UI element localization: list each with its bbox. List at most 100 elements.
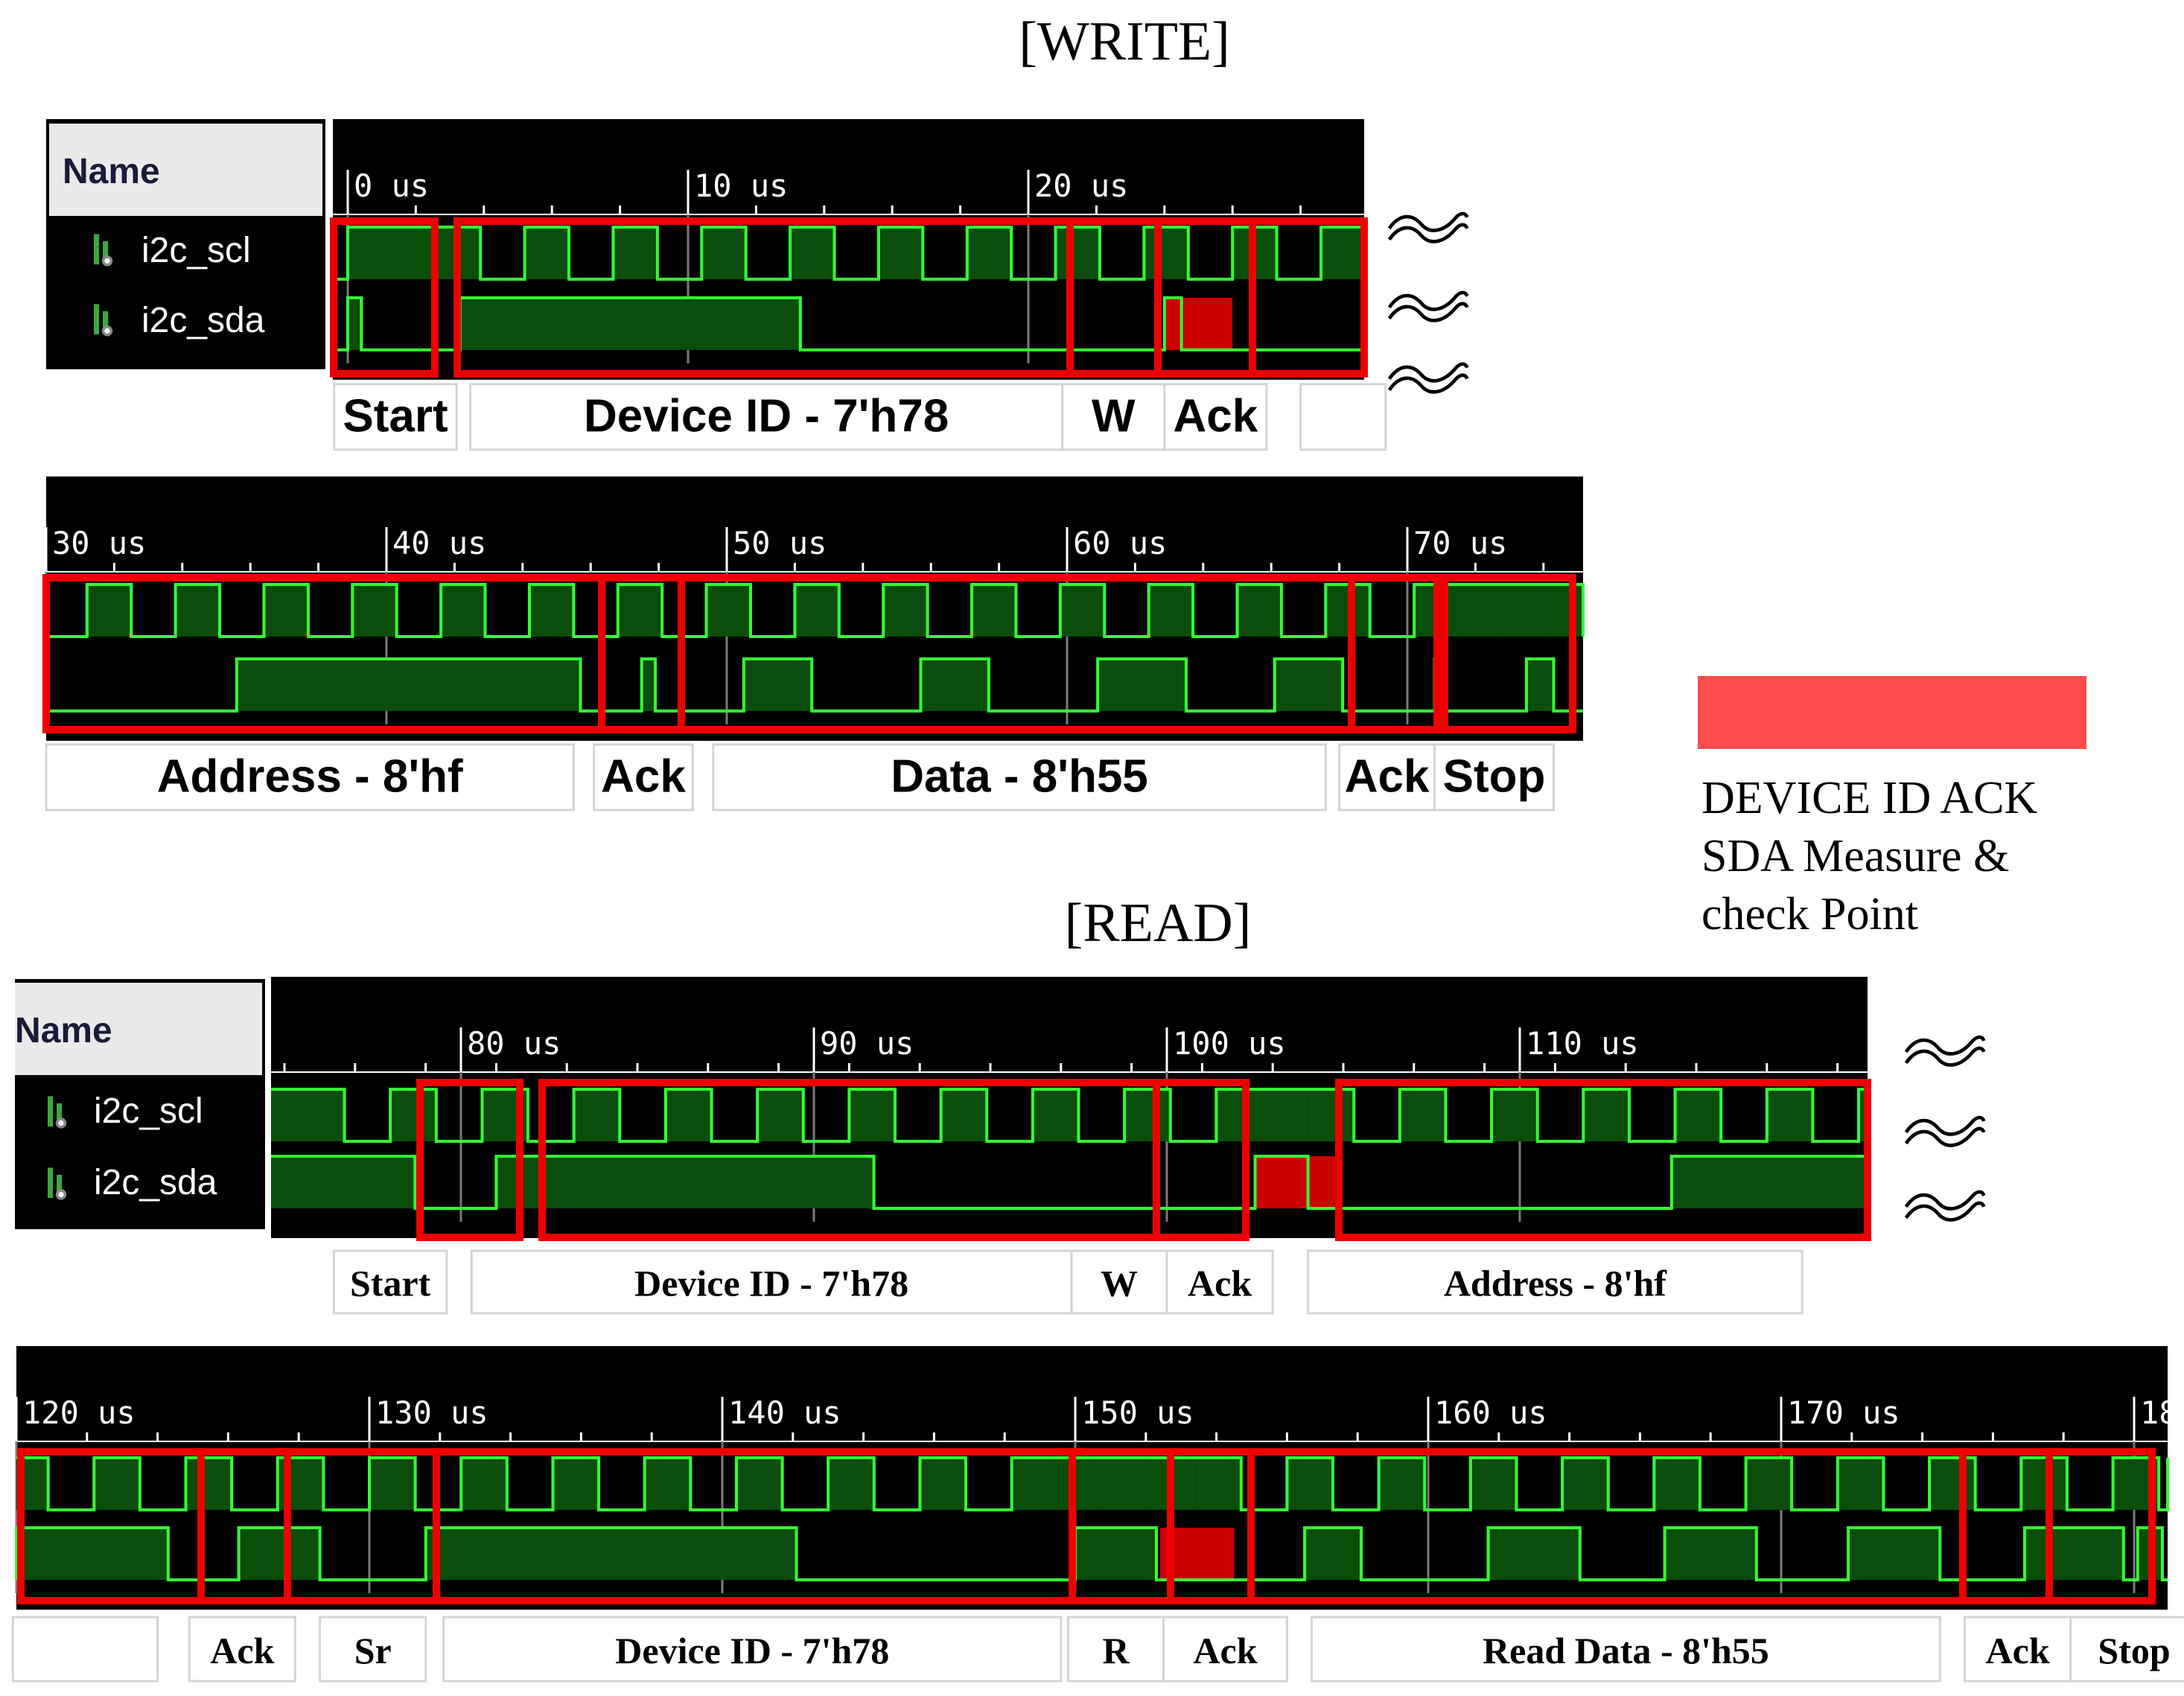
field-label: Ack bbox=[210, 1630, 274, 1671]
segment-frame bbox=[1335, 1079, 1871, 1241]
field-label-frame bbox=[1299, 383, 1387, 451]
field-label: Stop bbox=[2098, 1630, 2170, 1671]
ruler-tick-label: 90 us bbox=[820, 1025, 914, 1062]
signal-name-panel-write: Name i2c_scl i2c_sda bbox=[46, 119, 325, 369]
waveform-panel-2: 30 us 40 us 50 us 60 us 70 us Address - 8'hf A… bbox=[42, 476, 1585, 812]
scl-high-fill bbox=[613, 227, 658, 279]
sda-high-fill bbox=[743, 659, 812, 711]
scl-high-fill bbox=[1103, 1458, 1150, 1510]
sda-high-fill bbox=[459, 298, 800, 350]
ruler-tick-label: 160 us bbox=[1434, 1394, 1547, 1431]
signal-name-sda[interactable]: i2c_sda bbox=[94, 1163, 217, 1202]
field-label-frame bbox=[2069, 1616, 2184, 1683]
field-label-frame bbox=[593, 743, 694, 812]
field-label-box: Ack bbox=[1162, 1616, 1288, 1683]
ruler-tick-label: 170 us bbox=[1787, 1394, 1900, 1431]
sda-high-fill bbox=[920, 659, 989, 711]
field-label-box: W bbox=[1070, 1249, 1168, 1315]
scl-waveform bbox=[45, 583, 1585, 638]
field-label: Ack bbox=[1193, 1630, 1257, 1671]
field-label: Ack bbox=[1188, 1262, 1252, 1304]
waveform-panel-1: 0 us 10 us 20 us Start Device ID - 7'h78 W Ack bbox=[330, 119, 1387, 451]
legend-line-1: DEVICE ID ACK bbox=[1701, 773, 2037, 823]
field-label-box: Ack bbox=[188, 1616, 296, 1683]
field-label-frame bbox=[1307, 1249, 1803, 1315]
field-label-box: Start bbox=[332, 1249, 448, 1315]
ruler-tick-label: 60 us bbox=[1073, 525, 1167, 561]
scl-high-fill bbox=[849, 1089, 896, 1141]
ruler-tick-label: 30 us bbox=[52, 525, 146, 561]
sda-high-fill bbox=[2025, 1528, 2124, 1580]
field-label-box: Device ID - 7'h78 bbox=[469, 383, 1064, 451]
ruler-tick-label: 150 us bbox=[1081, 1394, 1194, 1431]
field-label-frame bbox=[1067, 1616, 1165, 1683]
read-title: [READ] bbox=[1065, 893, 1252, 954]
scl-high-fill bbox=[1470, 1458, 1517, 1510]
legend-swatch bbox=[1698, 676, 2086, 749]
scl-high-fill bbox=[1055, 227, 1100, 279]
scl-high-fill bbox=[175, 584, 220, 637]
scl-high-fill bbox=[1124, 1089, 1171, 1141]
scl-high-fill bbox=[369, 1458, 416, 1510]
field-label-frame bbox=[1165, 1249, 1274, 1315]
scl-high-fill bbox=[461, 1458, 507, 1510]
field-label-box: Device ID - 7'h78 bbox=[470, 1249, 1073, 1315]
scl-high-fill bbox=[795, 584, 839, 637]
scl-high-fill bbox=[828, 1458, 874, 1510]
segment-frame bbox=[416, 1079, 523, 1241]
sda-high-fill bbox=[1305, 1528, 1361, 1580]
scl-high-fill bbox=[264, 584, 308, 637]
signal-name-scl[interactable]: i2c_scl bbox=[141, 231, 251, 270]
sda-ack-measure-highlight bbox=[1164, 298, 1233, 350]
sda-ack-measure-highlight bbox=[1255, 1156, 1340, 1208]
waveform-panel-3: 80 us 90 us 100 us 110 us Start Device ID - 7… bbox=[271, 977, 1871, 1315]
segment-frame bbox=[2045, 1448, 2156, 1604]
sda-high-fill bbox=[236, 659, 581, 711]
field-label-box: W bbox=[1061, 383, 1166, 451]
field-label-frame bbox=[1163, 383, 1268, 451]
scl-high-fill bbox=[967, 227, 1012, 279]
ruler-tick-label: 100 us bbox=[1173, 1025, 1286, 1062]
scl-high-fill bbox=[617, 584, 663, 637]
scl-high-fill bbox=[1547, 584, 1583, 637]
scl-high-fill bbox=[390, 1089, 436, 1141]
sda-high-fill bbox=[16, 1528, 168, 1580]
field-label: Address - 8'hf bbox=[157, 750, 463, 802]
field-label: Ack bbox=[601, 750, 686, 802]
scl-high-fill bbox=[701, 227, 746, 279]
field-label-frame bbox=[188, 1616, 296, 1683]
field-label-box: Stop bbox=[2069, 1616, 2184, 1683]
signal-name-scl[interactable]: i2c_scl bbox=[94, 1091, 203, 1131]
scl-high-fill bbox=[298, 1089, 345, 1141]
scl-high-fill bbox=[1144, 227, 1188, 279]
name-column-header: Name bbox=[15, 1011, 112, 1051]
scl-high-fill bbox=[1148, 584, 1194, 637]
scl-high-fill bbox=[1583, 1089, 1629, 1141]
break-mark-icon bbox=[1389, 364, 1468, 392]
field-label-box: Sr bbox=[319, 1616, 427, 1683]
field-label-frame bbox=[712, 743, 1327, 812]
field-label: R bbox=[1102, 1630, 1130, 1671]
field-label-box: Ack bbox=[1338, 743, 1436, 812]
field-label-frame bbox=[333, 383, 458, 451]
segment-frame bbox=[330, 217, 439, 377]
sda-waveform bbox=[271, 1155, 1869, 1210]
field-label: Device ID - 7'h78 bbox=[615, 1630, 889, 1671]
scl-high-fill bbox=[1745, 1458, 1792, 1510]
scl-high-fill bbox=[665, 1089, 712, 1141]
field-label-box bbox=[1299, 383, 1387, 451]
scl-high-fill bbox=[1308, 1089, 1354, 1141]
segment-frame bbox=[1153, 1079, 1249, 1241]
scl-high-fill bbox=[1321, 227, 1364, 279]
scl-high-fill bbox=[392, 227, 436, 279]
scl-high-fill bbox=[1859, 1089, 1868, 1141]
scl-high-fill bbox=[790, 227, 835, 279]
scl-high-fill bbox=[1502, 584, 1547, 637]
signal-name-sda[interactable]: i2c_sda bbox=[141, 301, 265, 340]
field-label-frame bbox=[442, 1616, 1063, 1683]
scl-high-fill bbox=[920, 1458, 967, 1510]
scl-high-fill bbox=[706, 584, 751, 637]
ruler-tick-label: 10 us bbox=[694, 168, 788, 204]
field-label-frame bbox=[1338, 743, 1436, 812]
field-label-box: Stop bbox=[1433, 743, 1556, 812]
